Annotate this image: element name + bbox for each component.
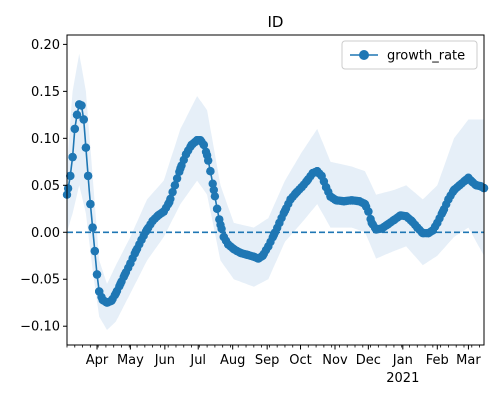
x-tick-label: Jan	[392, 353, 413, 368]
y-tick-label: −0.10	[20, 320, 60, 335]
growth-rate-point	[364, 207, 373, 216]
y-tick-label: 0.20	[31, 38, 60, 53]
growth-rate-point	[170, 181, 180, 190]
growth-rate-point	[212, 204, 222, 213]
y-tick-label: 0.05	[31, 179, 60, 194]
growth-rate-point	[72, 110, 82, 120]
growth-rate-point	[86, 199, 95, 209]
x-tick-label: Jun	[154, 353, 175, 368]
growth-rate-point	[201, 147, 211, 156]
growth-rate-point	[215, 215, 224, 224]
x-tick-label: Apr	[86, 353, 109, 368]
growth-rate-point	[210, 192, 220, 201]
growth-rate-point	[166, 194, 175, 203]
growth-rate-point	[217, 224, 226, 233]
x-tick-label: Jul	[189, 353, 206, 368]
y-tick-label: 0.00	[31, 226, 60, 241]
growth-rate-point	[206, 167, 215, 176]
growth-rate-point	[199, 140, 208, 150]
legend-box	[341, 40, 478, 70]
growth-rate-point	[70, 124, 80, 134]
confidence-band-layer	[67, 53, 484, 331]
growth-rate-point	[79, 115, 88, 124]
growth-rate-point	[68, 152, 77, 162]
x-tick-label: Dec	[356, 353, 381, 368]
growth-rate-point	[209, 185, 218, 195]
growth-rate-point	[81, 143, 91, 152]
series-points-layer	[62, 100, 489, 307]
legend-label: growth_rate	[387, 49, 465, 64]
growth-rate-point	[204, 156, 213, 165]
growth-rate-point	[66, 171, 75, 181]
growth-rate-point	[88, 223, 97, 232]
x-axis: Apr May Jun Jul Aug Sep Oct Nov Dec Jan Feb Mar 2021	[66, 345, 481, 386]
confidence-band	[67, 53, 484, 331]
growth-rate-point	[168, 187, 177, 197]
x-tick-label: Sep	[255, 353, 280, 368]
growth-rate-point	[172, 174, 182, 183]
growth-rate-point	[90, 246, 100, 256]
legend: growth_rate	[341, 40, 478, 70]
legend-marker-icon	[359, 50, 369, 60]
growth-rate-point	[63, 184, 73, 193]
chart-title: ID	[268, 13, 284, 31]
x-tick-label: Nov	[322, 353, 348, 368]
y-axis: −0.10 −0.05 0.00 0.05 0.10 0.15 0.20	[20, 38, 67, 335]
x-tick-label: Feb	[426, 353, 449, 368]
x-tick-label: May	[117, 353, 144, 368]
growth-rate-point	[92, 270, 102, 279]
x-tick-label: Oct	[289, 353, 311, 368]
y-tick-label: −0.05	[20, 273, 60, 288]
x-year-label: 2021	[386, 371, 419, 386]
plot-frame	[66, 34, 485, 346]
growth-rate-point	[77, 101, 86, 110]
x-tick-label: Mar	[456, 353, 481, 368]
y-tick-label: 0.15	[31, 85, 60, 100]
growth-rate-point	[83, 171, 93, 181]
y-tick-label: 0.10	[31, 132, 60, 147]
growth-rate-point	[208, 179, 217, 188]
x-tick-label: Aug	[220, 353, 245, 368]
